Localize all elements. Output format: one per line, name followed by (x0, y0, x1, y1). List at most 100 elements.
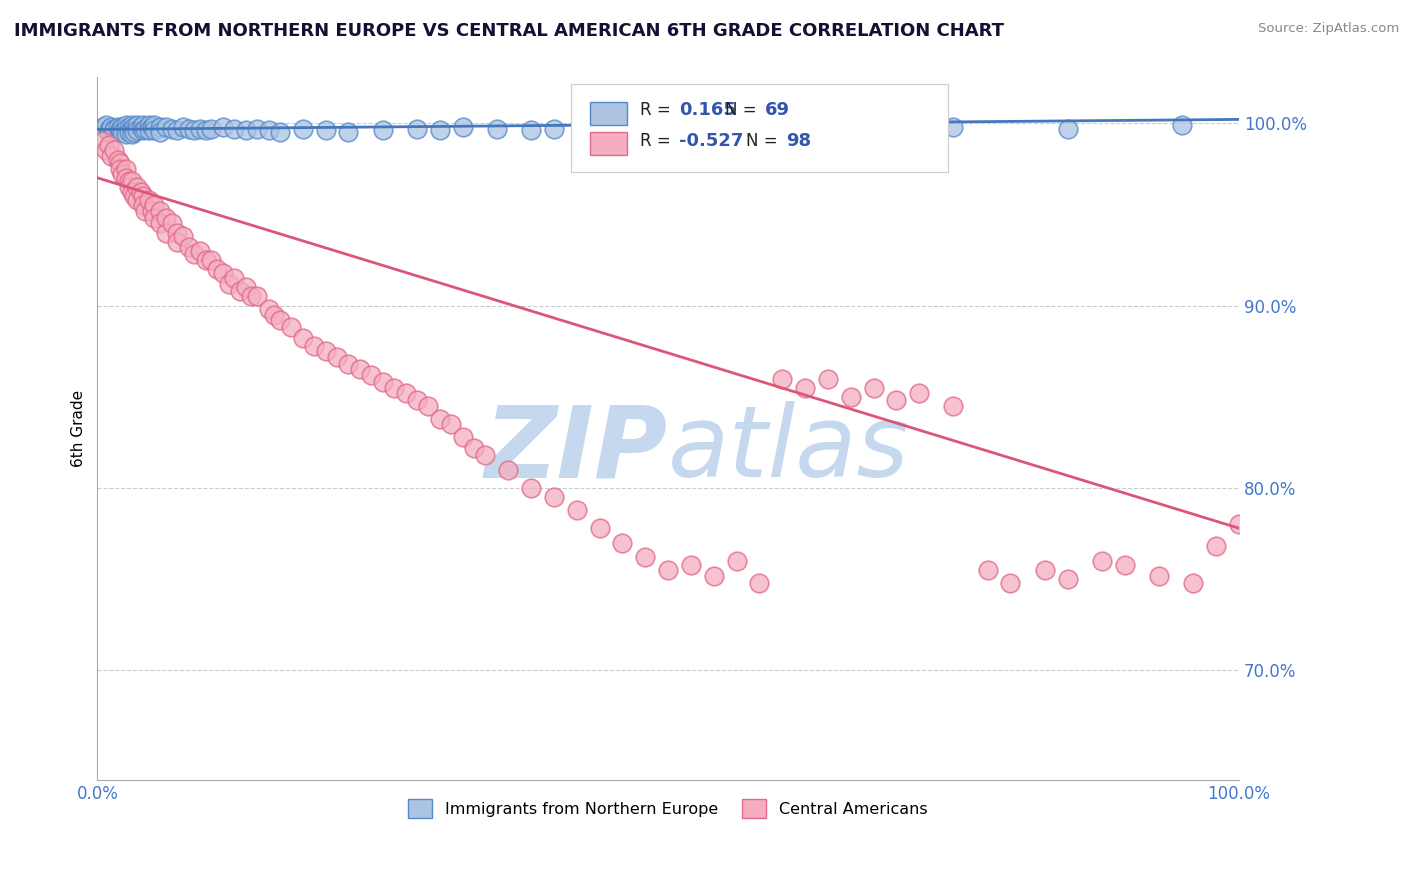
Point (132, 118, 155, 132)
Point (121, 174, 143, 188)
Point (118, 174, 141, 188)
Point (172, 120, 194, 134)
Point (828, 121, 851, 136)
Point (127, 180, 149, 194)
Point (224, 271, 246, 285)
Point (183, 247, 205, 261)
Text: R =: R = (640, 132, 675, 150)
Point (714, 123, 737, 137)
Bar (591, 102, 627, 125)
Point (817, 371, 839, 385)
Point (429, 123, 451, 137)
Text: atlas: atlas (668, 401, 910, 499)
Point (588, 521, 610, 535)
Point (315, 123, 337, 137)
Point (349, 362, 371, 376)
Point (155, 211, 177, 225)
Point (748, 575, 770, 590)
Text: Source: ZipAtlas.com: Source: ZipAtlas.com (1258, 22, 1399, 36)
Point (212, 120, 235, 134)
Point (1056, 572, 1078, 586)
Point (770, 371, 793, 385)
Point (1056, 121, 1078, 136)
Text: N =: N = (745, 132, 783, 150)
Point (91, 134, 114, 148)
Point (565, 503, 588, 517)
Point (166, 123, 188, 137)
Point (1091, 554, 1114, 568)
Point (429, 411, 451, 425)
Point (111, 125, 134, 139)
Point (440, 417, 463, 431)
Point (115, 121, 138, 136)
Point (134, 203, 156, 218)
Point (96, 118, 118, 132)
Point (257, 302, 280, 317)
Point (406, 121, 429, 136)
Text: N =: N = (725, 102, 762, 120)
Point (543, 121, 565, 136)
Point (177, 121, 200, 136)
Point (657, 121, 679, 136)
Point (291, 121, 314, 136)
Point (240, 289, 263, 303)
Point (543, 490, 565, 504)
Point (657, 563, 679, 577)
Point (118, 120, 141, 134)
Point (246, 121, 269, 136)
Point (1000, 575, 1022, 590)
Point (122, 120, 145, 134)
Point (100, 120, 122, 134)
Point (839, 390, 862, 404)
Point (129, 186, 152, 200)
Point (115, 161, 138, 176)
Point (122, 189, 145, 203)
Point (149, 125, 172, 139)
Point (115, 170, 138, 185)
Point (291, 331, 314, 345)
Point (634, 550, 657, 565)
Point (121, 127, 143, 141)
Point (107, 153, 129, 167)
Point (200, 252, 222, 267)
Point (166, 235, 188, 249)
Point (103, 123, 125, 137)
Point (96, 144, 118, 158)
Point (942, 120, 965, 134)
Point (91, 120, 114, 134)
Point (149, 120, 172, 134)
Point (406, 393, 429, 408)
Point (235, 123, 257, 137)
Point (108, 161, 131, 176)
Point (1227, 517, 1250, 532)
FancyBboxPatch shape (571, 85, 948, 172)
Point (257, 123, 280, 137)
Point (612, 535, 634, 549)
Text: IMMIGRANTS FROM NORTHERN EUROPE VS CENTRAL AMERICAN 6TH GRADE CORRELATION CHART: IMMIGRANTS FROM NORTHERN EUROPE VS CENTR… (14, 22, 1004, 40)
Point (108, 123, 131, 137)
Point (862, 381, 884, 395)
Point (1205, 540, 1227, 554)
Point (155, 226, 177, 240)
Point (770, 120, 793, 134)
Point (360, 368, 382, 382)
Point (111, 120, 134, 134)
Point (160, 121, 183, 136)
Point (485, 121, 508, 136)
Point (269, 313, 291, 327)
Point (474, 448, 496, 462)
Point (1147, 568, 1170, 582)
Point (371, 123, 394, 137)
Point (141, 120, 163, 134)
Point (134, 121, 156, 136)
Point (224, 121, 246, 136)
Point (121, 186, 143, 200)
Point (108, 156, 131, 170)
Point (127, 118, 149, 132)
Point (520, 123, 543, 137)
Point (138, 118, 160, 132)
Point (886, 393, 908, 408)
Point (451, 430, 474, 444)
Point (143, 118, 166, 132)
Point (725, 554, 748, 568)
